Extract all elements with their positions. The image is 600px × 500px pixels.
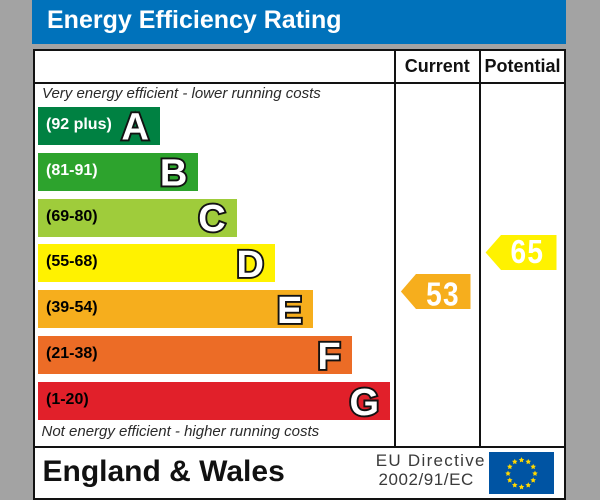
- svg-text:C: C: [198, 198, 225, 240]
- svg-text:53: 53: [426, 276, 460, 313]
- svg-text:65: 65: [511, 234, 545, 271]
- svg-text:A: A: [122, 106, 149, 148]
- svg-text:D: D: [237, 244, 264, 286]
- svg-text:B: B: [160, 152, 187, 194]
- svg-text:E: E: [277, 290, 302, 332]
- svg-text:G: G: [349, 382, 379, 424]
- svg-text:F: F: [317, 336, 340, 378]
